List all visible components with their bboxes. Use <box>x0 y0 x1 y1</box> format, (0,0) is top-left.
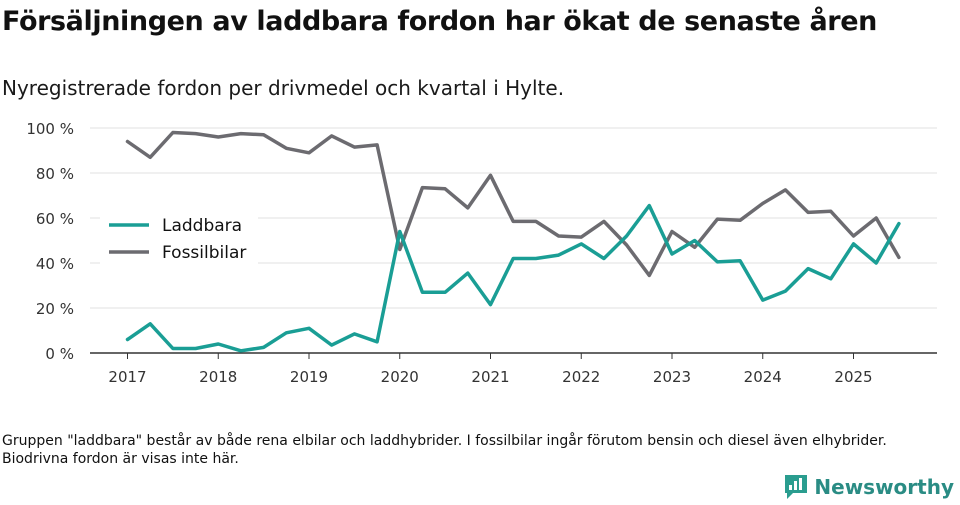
chart-title: Försäljningen av laddbara fordon har öka… <box>2 6 877 37</box>
x-tick-label: 2017 <box>108 368 146 386</box>
x-tick-label: 2019 <box>290 368 328 386</box>
x-tick-label: 2025 <box>834 368 872 386</box>
gridlines <box>90 127 937 309</box>
x-tick-label: 2021 <box>471 368 509 386</box>
legend-label: Laddbara <box>162 216 242 236</box>
brand-name: Newsworthy <box>814 475 954 499</box>
legend-background <box>100 208 258 268</box>
x-tick-label: 2022 <box>562 368 600 386</box>
chart-subtitle: Nyregistrerade fordon per drivmedel och … <box>2 76 565 100</box>
legend: Laddbara Fossilbilar <box>100 208 258 268</box>
y-tick-label: 40 % <box>36 255 74 273</box>
y-tick-label: 100 % <box>26 120 74 138</box>
newsworthy-logo-icon <box>785 475 808 499</box>
line-chart: 0 % 20 % 40 % 60 % 80 % 100 % 2017 2018 2019 202… <box>26 120 937 386</box>
y-tick-label: 60 % <box>36 210 74 228</box>
series-line-laddbara <box>125 203 901 353</box>
series-lines <box>125 130 901 353</box>
y-tick-label: 80 % <box>36 165 74 183</box>
x-tick-label: 2024 <box>744 368 782 386</box>
footnote: Gruppen "laddbara" består av både rena e… <box>2 433 887 467</box>
x-tick-label: 2020 <box>381 368 419 386</box>
newsworthy-brand[interactable]: Newsworthy <box>784 474 954 500</box>
x-axis: 2017 2018 2019 2020 2021 2022 2023 2024 2025 <box>90 352 937 386</box>
x-tick-label: 2018 <box>199 368 237 386</box>
y-tick-label: 0 % <box>45 345 74 363</box>
legend-label: Fossilbilar <box>162 243 246 263</box>
y-axis-tick-labels: 0 % 20 % 40 % 60 % 80 % 100 % <box>26 120 74 363</box>
x-tick-label: 2023 <box>653 368 691 386</box>
y-tick-label: 20 % <box>36 300 74 318</box>
series-line-fossilbilar <box>125 130 901 278</box>
